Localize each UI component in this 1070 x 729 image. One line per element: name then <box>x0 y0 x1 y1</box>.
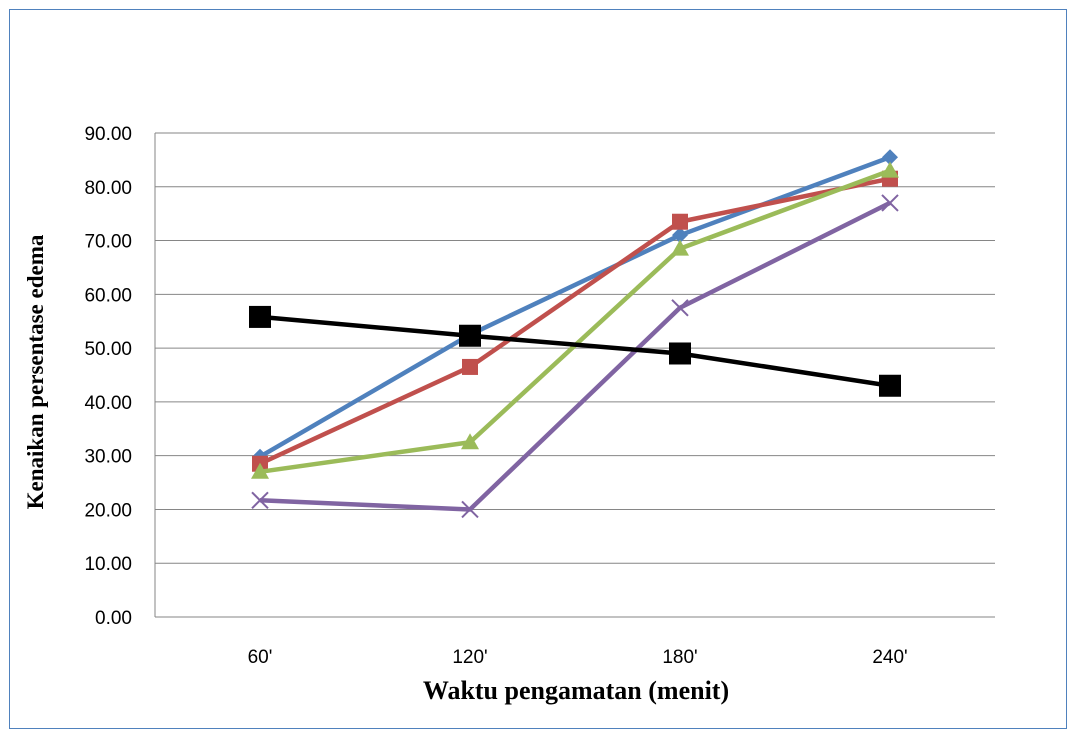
data-point-marker <box>672 213 688 230</box>
y-tick-label: 80.00 <box>84 178 132 199</box>
x-tick-label: 240' <box>872 647 907 668</box>
data-point-marker <box>671 299 689 317</box>
series-3 <box>251 161 899 479</box>
data-point-marker <box>251 462 269 479</box>
series-line <box>259 314 891 388</box>
y-tick-labels: 0.00 10.00 20.00 30.00 40.00 50.00 60.00 70.00 8… <box>84 124 132 629</box>
chart-frame <box>9 9 1067 729</box>
data-point-marker <box>882 149 898 166</box>
series-line <box>259 168 891 475</box>
series-4 <box>251 194 899 519</box>
x-tick-label: 180' <box>662 647 697 668</box>
data-point-marker <box>672 227 688 244</box>
data-point-marker <box>251 491 269 510</box>
data-point-marker <box>461 500 479 519</box>
data-point-marker <box>461 433 479 450</box>
series-line <box>259 200 892 512</box>
y-tick-label: 40.00 <box>84 393 132 414</box>
y-axis-title: Kenaikan persentase edema <box>23 234 48 509</box>
x-tick-label: 120' <box>452 647 487 668</box>
series-group <box>249 149 901 519</box>
y-tick-label: 30.00 <box>84 447 132 468</box>
data-point-marker <box>881 161 899 178</box>
y-tick-label: 20.00 <box>84 500 132 521</box>
line-chart: 0.00 10.00 20.00 30.00 40.00 50.00 60.00 70.00 8… <box>23 124 995 705</box>
data-point-marker <box>669 342 691 365</box>
y-tick-label: 50.00 <box>84 339 132 360</box>
series-2 <box>252 170 898 472</box>
data-point-marker <box>459 324 481 347</box>
y-tick-label: 90.00 <box>84 124 132 145</box>
gridlines <box>154 132 995 618</box>
y-tick-label: 0.00 <box>95 608 132 629</box>
data-point-marker <box>881 194 899 212</box>
y-tick-label: 10.00 <box>84 554 132 575</box>
y-tick-label: 70.00 <box>84 232 132 253</box>
series-line <box>259 176 891 466</box>
data-point-marker <box>462 358 478 375</box>
series-5 <box>249 305 901 397</box>
data-point-marker <box>879 374 901 397</box>
x-tick-labels: 60' 120' 180' 240' <box>248 647 908 668</box>
series-line <box>258 155 891 459</box>
x-tick-label: 60' <box>248 647 273 668</box>
data-point-marker <box>671 239 689 256</box>
data-point-marker <box>249 305 271 328</box>
x-axis-title: Waktu pengamatan (menit) <box>423 676 729 705</box>
y-tick-label: 60.00 <box>84 285 132 306</box>
